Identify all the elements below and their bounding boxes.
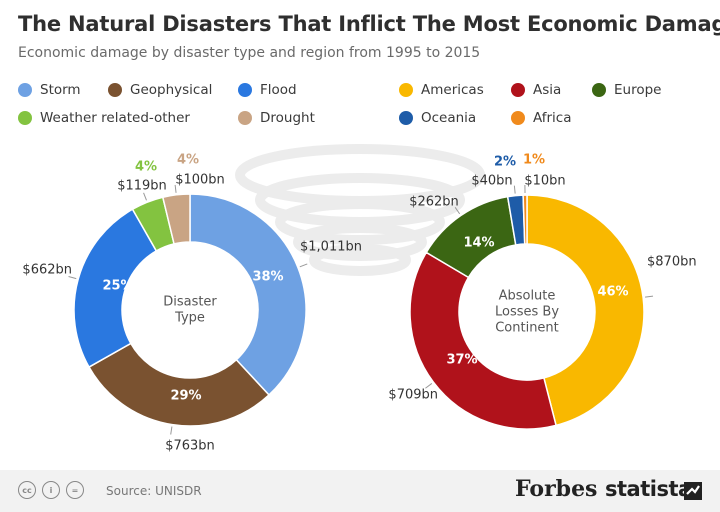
swirl-decoration [309, 244, 411, 276]
legend-label: Oceania [421, 110, 477, 126]
donut-charts: 38% $1,011bn 29% $763bn 25% $662bn 4% $119bn 4% $… [22, 144, 697, 454]
legend-item: Americas [399, 82, 484, 98]
leader-line [513, 185, 516, 194]
donut-slice-americas [526, 194, 645, 427]
donut-slice-asia [409, 251, 557, 430]
value-label: $662bn [22, 263, 72, 278]
chart-subtitle: Economic damage by disaster type and reg… [18, 45, 481, 61]
center-label: Absolute [499, 289, 556, 304]
leader-line [170, 426, 173, 435]
donut-slice-africa [522, 194, 528, 245]
percent-label: 25% [102, 279, 133, 294]
leader-line [299, 263, 308, 268]
center-label: Continent [495, 321, 559, 336]
percent-label: 2% [494, 155, 516, 170]
center-label: Type [174, 311, 205, 326]
center-label: Losses By [495, 305, 559, 320]
value-label: $870bn [647, 255, 697, 270]
attribution-icon: i [42, 481, 60, 499]
legend-swatch [18, 83, 32, 97]
donut-slice-storm [189, 193, 307, 397]
value-label: $709bn [388, 388, 438, 403]
legend-label: Asia [533, 82, 562, 98]
swirl-decoration [293, 223, 427, 261]
legend-label: Geophysical [130, 82, 213, 98]
legend-item: Weather related-other [18, 110, 190, 126]
percent-label: 38% [252, 270, 283, 285]
legend-swatch [399, 83, 413, 97]
value-label: $262bn [409, 195, 459, 210]
donut-slice-geophysical [87, 342, 271, 427]
legend-label: Storm [40, 82, 81, 98]
cc-icon: cc [18, 481, 36, 499]
footer: cc i = Source: UNISDR Forbes statista [0, 470, 720, 512]
swirl-decoration [275, 199, 445, 245]
leader-line [174, 184, 177, 193]
percent-label: 37% [446, 353, 477, 368]
legend-swatch [238, 111, 252, 125]
legend-item: Europe [592, 82, 661, 98]
value-label: $763bn [165, 439, 215, 454]
legend-label: Europe [614, 82, 662, 98]
legend-label: Drought [260, 110, 315, 126]
percent-label: 4% [177, 153, 199, 168]
legend-item: Africa [511, 110, 572, 126]
legend-item: Storm [18, 82, 81, 98]
percent-label: 1% [523, 153, 545, 168]
legend-swatch [238, 83, 252, 97]
value-label: $40bn [471, 174, 512, 189]
legend-label: Africa [533, 110, 572, 126]
statista-mark-icon [684, 482, 702, 500]
value-label: $100bn [175, 173, 225, 188]
chart-title: The Natural Disasters That Inflict The M… [18, 12, 720, 36]
leader-line [454, 207, 461, 215]
leader-line [425, 383, 433, 389]
legend-swatch [18, 111, 32, 125]
percent-label: 29% [170, 389, 201, 404]
legend-swatch [108, 83, 122, 97]
donut-slice-flood [73, 208, 158, 369]
leader-line [143, 192, 147, 201]
legend-item: Oceania [399, 110, 476, 126]
leader-line [645, 295, 654, 298]
value-label: $1,011bn [300, 240, 362, 255]
center-label: Disaster [163, 295, 217, 310]
legend-label: Americas [421, 82, 484, 98]
legend-swatch [511, 83, 525, 97]
legend-item: Geophysical [108, 82, 212, 98]
legend-item: Drought [238, 110, 315, 126]
value-label: $119bn [117, 179, 167, 194]
no-derivatives-icon: = [66, 481, 84, 499]
legend-label: Weather related-other [40, 110, 190, 126]
license-icons: cc i = [18, 481, 84, 499]
forbes-logo: Forbes [515, 476, 598, 502]
leader-line [68, 276, 77, 280]
percent-label: 46% [597, 285, 628, 300]
donut-slice-drought [161, 193, 191, 245]
legend-swatch [592, 83, 606, 97]
source-note: Source: UNISDR [106, 484, 202, 498]
statista-logo: statista [605, 477, 692, 501]
legend-swatch [511, 111, 525, 125]
percent-label: 14% [463, 236, 494, 251]
legend-swatch [399, 111, 413, 125]
percent-label: 4% [135, 160, 157, 175]
legend-item: Flood [238, 82, 297, 98]
swirl-decoration [255, 173, 465, 227]
legend-label: Flood [260, 82, 297, 98]
value-label: $10bn [524, 174, 565, 189]
legend-item: Asia [511, 82, 561, 98]
